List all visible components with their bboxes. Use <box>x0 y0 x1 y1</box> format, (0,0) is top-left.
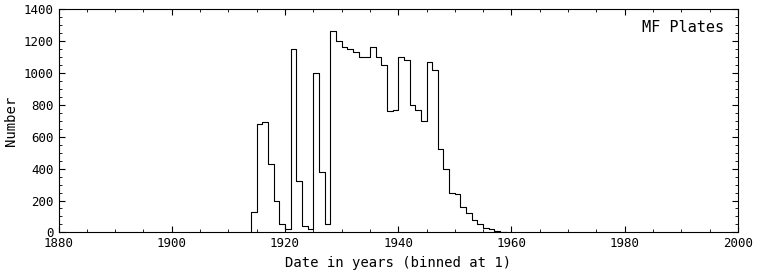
Y-axis label: Number: Number <box>5 96 18 146</box>
Text: MF Plates: MF Plates <box>642 20 724 35</box>
X-axis label: Date in years (binned at 1): Date in years (binned at 1) <box>285 256 511 270</box>
